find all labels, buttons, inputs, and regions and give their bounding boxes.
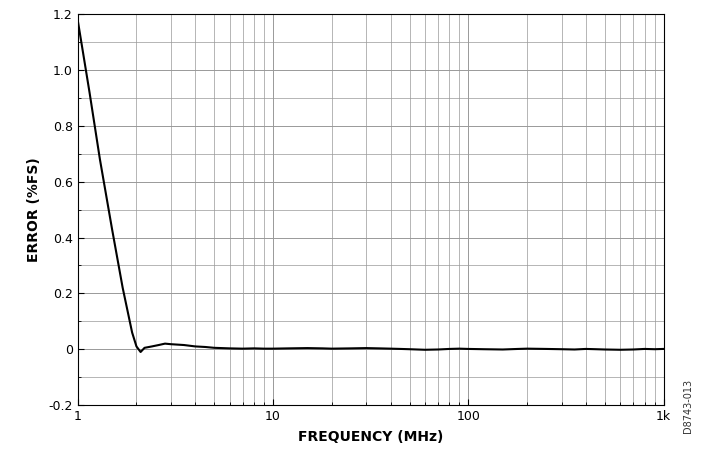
Y-axis label: ERROR (%FS): ERROR (%FS) (28, 157, 42, 262)
Text: D8743-013: D8743-013 (683, 379, 693, 433)
X-axis label: FREQUENCY (MHz): FREQUENCY (MHz) (298, 430, 443, 444)
